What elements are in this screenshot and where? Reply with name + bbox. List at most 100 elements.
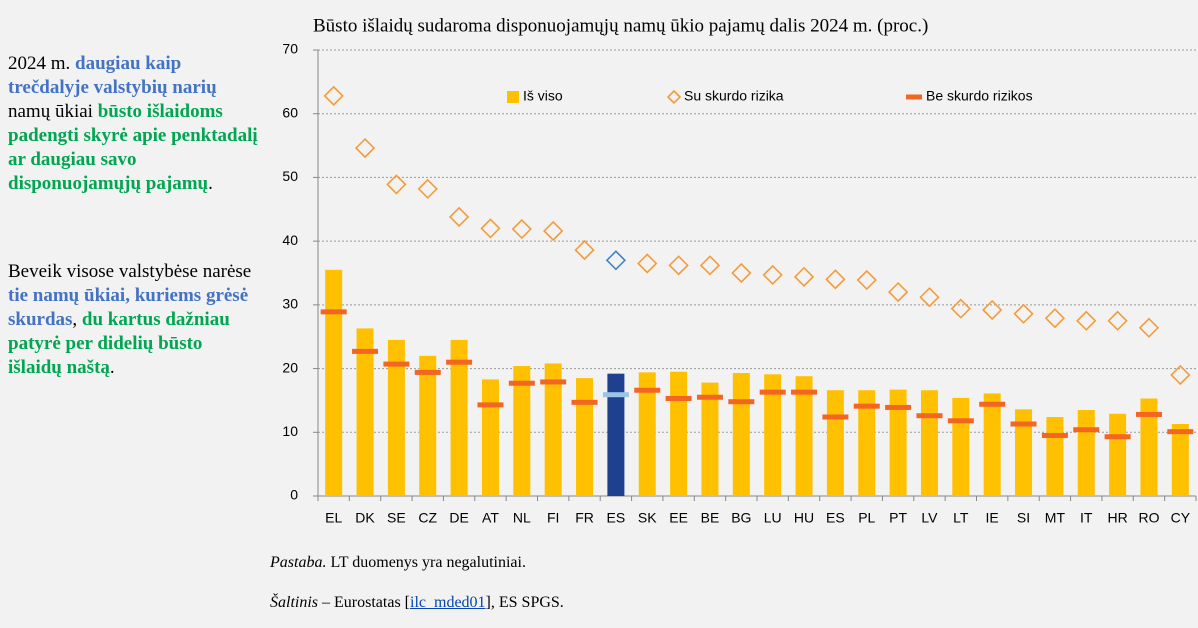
x-tick-label: LT xyxy=(953,510,969,526)
dash-marker xyxy=(1104,434,1131,440)
bar xyxy=(795,376,813,496)
dash-marker xyxy=(1073,427,1100,433)
diamond-marker xyxy=(605,250,627,271)
diamond-marker xyxy=(574,239,595,261)
diamond-marker xyxy=(386,174,407,195)
legend-label: Iš viso xyxy=(523,88,563,104)
x-tick-label: IT xyxy=(1080,510,1093,526)
x-tick-label: RO xyxy=(1138,510,1159,526)
y-tick-label: 60 xyxy=(282,104,298,120)
legend-label: Be skurdo rizikos xyxy=(926,88,1033,104)
x-tick-label: HR xyxy=(1107,510,1127,526)
diamond-marker xyxy=(887,281,909,303)
diamond-marker xyxy=(323,85,344,107)
y-tick-label: 50 xyxy=(282,168,298,184)
x-tick-label: LV xyxy=(921,510,938,526)
diamond-marker xyxy=(1107,310,1128,331)
diamond-marker xyxy=(511,218,532,240)
bar xyxy=(1015,409,1033,496)
x-tick-label: CZ xyxy=(418,510,437,526)
dash-marker xyxy=(508,380,535,386)
x-tick-label: SI xyxy=(1017,510,1030,526)
x-tick-label: ES xyxy=(607,510,626,526)
diamond-marker xyxy=(793,266,815,287)
bar xyxy=(858,390,876,496)
source-text: – Eurostatas [ xyxy=(318,594,410,611)
note-label: Pastaba. xyxy=(270,554,327,571)
dash-marker xyxy=(1135,411,1162,417)
bar xyxy=(952,397,970,496)
dash-marker xyxy=(602,392,629,398)
bar xyxy=(983,393,1001,496)
x-tick-label: MT xyxy=(1045,510,1066,526)
bar xyxy=(764,374,782,496)
x-tick-label: BE xyxy=(701,510,720,526)
x-tick-label: EE xyxy=(669,510,688,526)
dash-marker xyxy=(414,369,441,375)
y-tick-label: 40 xyxy=(282,232,298,248)
x-tick-label: DE xyxy=(449,510,468,526)
diamond-marker xyxy=(448,206,470,228)
x-tick-label: PT xyxy=(889,510,907,526)
dash-marker xyxy=(947,418,974,424)
x-tick-label: PL xyxy=(858,510,875,526)
dash-marker xyxy=(759,389,786,395)
legend-swatch xyxy=(507,91,519,103)
dash-marker xyxy=(916,413,943,419)
bar xyxy=(607,373,625,496)
dash-marker xyxy=(634,387,661,393)
bar xyxy=(701,382,719,496)
text-run: , xyxy=(72,309,82,330)
text-run: Beveik visose valstybėse narėse xyxy=(8,261,252,282)
dash-marker xyxy=(446,359,473,365)
bar xyxy=(826,390,844,496)
diamond-marker xyxy=(1076,310,1097,331)
x-tick-label: AT xyxy=(482,510,499,526)
diamond-marker xyxy=(417,178,438,200)
x-tick-label: BG xyxy=(731,510,751,526)
bar xyxy=(670,371,688,496)
dash-marker xyxy=(320,309,347,315)
text-run: daugiau kaip trečdalyje valstybių narių xyxy=(8,53,217,98)
x-tick-label: LU xyxy=(764,510,782,526)
bar xyxy=(387,339,405,496)
x-tick-label: SE xyxy=(387,510,406,526)
bar xyxy=(1046,416,1064,496)
dash-marker xyxy=(728,399,755,405)
diamond-marker xyxy=(1044,308,1066,329)
bar xyxy=(481,379,499,496)
y-tick-label: 30 xyxy=(282,296,298,312)
x-tick-label: ES xyxy=(826,510,845,526)
note: Pastaba. LT duomenys yra negalutiniai. xyxy=(270,554,526,572)
diamond-marker xyxy=(762,264,783,286)
source-link[interactable]: ilc_mded01 xyxy=(410,594,486,611)
x-tick-label: SK xyxy=(638,510,657,526)
diamond-marker xyxy=(825,269,846,290)
bar xyxy=(576,378,594,496)
bar xyxy=(638,372,656,496)
diamond-marker xyxy=(856,269,877,291)
chart: Būsto išlaidų sudaroma disponuojamųjų na… xyxy=(282,15,1197,526)
dash-marker xyxy=(822,414,849,420)
text-run: namų ūkiai xyxy=(8,101,98,122)
bar xyxy=(450,339,468,496)
y-tick-label: 0 xyxy=(290,487,298,503)
text-run: tie namų ūkiai, kuriems grėsė skurdas xyxy=(8,285,249,330)
bar xyxy=(325,269,343,496)
diamond-marker xyxy=(637,253,658,274)
diamond-marker xyxy=(919,287,940,308)
x-tick-label: HU xyxy=(794,510,814,526)
diamond-marker xyxy=(543,220,564,242)
dash-marker xyxy=(477,402,504,408)
bar xyxy=(1077,409,1095,496)
x-tick-label: FI xyxy=(547,510,559,526)
dash-marker xyxy=(791,389,818,395)
bar xyxy=(356,328,374,496)
diamond-marker xyxy=(668,255,689,276)
dash-marker xyxy=(665,396,692,402)
legend-swatch xyxy=(906,94,922,100)
dash-marker xyxy=(696,394,723,400)
x-tick-label: EL xyxy=(325,510,342,526)
dash-marker xyxy=(885,404,912,410)
